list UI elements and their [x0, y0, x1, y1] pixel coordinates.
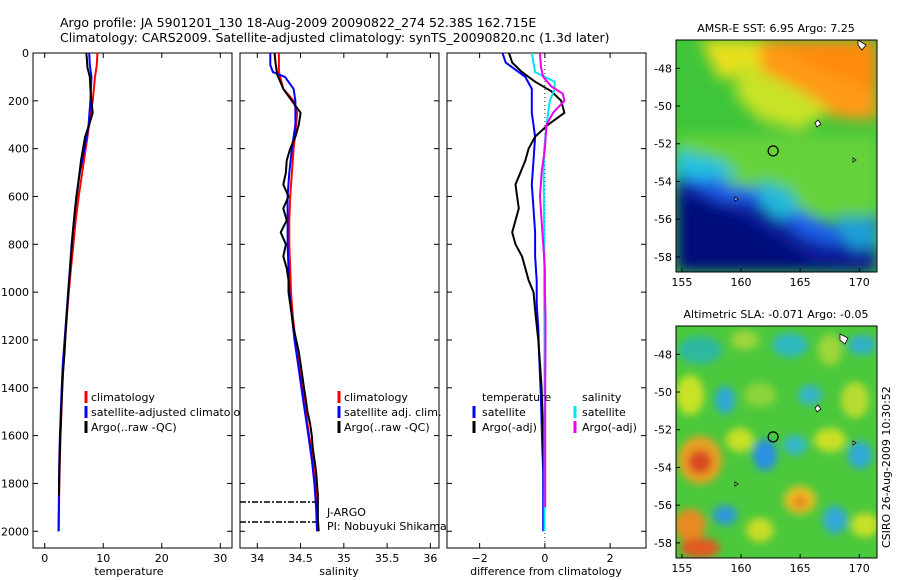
salinity-lines [269, 52, 320, 532]
y-tick-label-depth: 200 [8, 95, 29, 108]
salinity-panel: 34 34.5 35 35.5 36 salinity climatology sate… [239, 52, 447, 578]
salinity-ticks: 34 34.5 35 35.5 36 [240, 52, 439, 565]
difference-panel: −2 0 2 difference from climatology tempera… [446, 52, 647, 578]
header-line-2: Climatology: CARS2009. Satellite-adjuste… [60, 30, 610, 45]
map-y-tick-label: -58 [654, 537, 672, 550]
map-x-tick-label: 165 [790, 276, 811, 289]
y-tick-label-depth: 0 [22, 47, 29, 60]
y-tick-label-depth: 800 [8, 238, 29, 251]
legend-label-climatology: climatology [91, 391, 155, 404]
timestamp-stamp: CSIRO 26-Aug-2009 10:30:52 [880, 386, 893, 548]
x-tick-label-salinity: 35.5 [375, 552, 400, 565]
x-tick-label-difference: 0 [541, 552, 548, 565]
x-tick-label-difference: −2 [472, 552, 488, 565]
sst-map-panel: AMSR-E SST: 6.95 Argo: 7.25 155 1 [654, 22, 878, 289]
legend-label-argo: Argo(..raw -QC) [91, 421, 177, 434]
legend-heading-salinity: salinity [582, 391, 622, 404]
legend-label-salinity-satellite: satellite [582, 406, 626, 419]
map-y-tick-label: -54 [654, 461, 672, 474]
salinity-axes-frame [239, 52, 440, 549]
temperature-xlabel: temperature [94, 565, 163, 578]
legend-label-temperature-satellite: satellite [482, 406, 526, 419]
legend-label-climatology: climatology [344, 391, 408, 404]
legend-label-satellite: satellite adj. clim. [344, 406, 441, 419]
salinity-legend: climatology satellite adj. clim. Argo(..… [337, 391, 441, 434]
y-tick-label-depth: 1200 [1, 334, 29, 347]
series-line-salinity-1 [269, 53, 318, 532]
y-tick-label-depth: 400 [8, 143, 29, 156]
sla-map-frame [675, 325, 878, 559]
sst-map-ticks: 155 160 165 170 -48 -50 -52 -54 -56 -58 [654, 62, 870, 289]
map-y-tick-label: -52 [654, 424, 672, 437]
temperature-legend: climatology satellite-adjusted climatolo… [84, 391, 254, 434]
map-x-tick-label: 160 [731, 276, 752, 289]
header-line-1: Argo profile: JA 5901201_130 18-Aug-2009… [60, 15, 536, 30]
series-line-difference-1 [508, 52, 566, 496]
sst-map-title: AMSR-E SST: 6.95 Argo: 7.25 [697, 22, 855, 35]
x-tick-label-salinity: 35 [337, 552, 351, 565]
map-x-tick-label: 165 [790, 562, 811, 575]
series-line-difference-3 [539, 52, 566, 508]
annotation-j-argo: J-ARGO [326, 506, 366, 519]
legend-label-argo: Argo(..raw -QC) [344, 421, 430, 434]
map-y-tick-label: -48 [654, 348, 672, 361]
map-y-tick-label: -50 [654, 386, 672, 399]
x-tick-label-temperature: 20 [155, 552, 169, 565]
legend-label-salinity-argo: Argo(-adj) [582, 421, 637, 434]
legend-heading-temperature: temperature [482, 391, 551, 404]
map-y-tick-label: -48 [654, 62, 672, 75]
x-tick-label-temperature: 30 [213, 552, 227, 565]
difference-legend: temperature satellite Argo(-adj) salinit… [472, 391, 637, 434]
x-tick-label-temperature: 10 [96, 552, 110, 565]
map-y-tick-label: -56 [654, 213, 672, 226]
map-y-tick-label: -54 [654, 175, 672, 188]
y-tick-label-depth: 1800 [1, 477, 29, 490]
y-tick-label-depth: 1400 [1, 382, 29, 395]
temperature-ticks: 0 10 20 30 0 200 400 600 800 1000 1200 1400 1600 1800… [1, 47, 232, 565]
y-tick-label-depth: 600 [8, 190, 29, 203]
float-annotations: J-ARGO PI: Nobuyuki Shikama [240, 501, 447, 533]
sst-map-frame [675, 39, 878, 273]
difference-lines [501, 52, 566, 532]
y-tick-label-depth: 2000 [1, 525, 29, 538]
temperature-lines [57, 52, 99, 532]
x-tick-label-salinity: 34 [250, 552, 264, 565]
map-y-tick-label: -58 [654, 251, 672, 264]
legend-label-satellite: satellite-adjusted climatology [91, 406, 254, 419]
x-tick-label-difference: 2 [607, 552, 614, 565]
y-tick-label-depth: 1600 [1, 430, 29, 443]
temperature-axes-frame [32, 52, 233, 549]
map-x-tick-label: 160 [731, 562, 752, 575]
series-line-difference-0 [501, 52, 545, 532]
sst-argo-location-marker [767, 145, 779, 157]
sla-map-field [676, 326, 877, 558]
sla-argo-location-marker [767, 431, 779, 443]
series-line-temperature-2 [58, 52, 94, 496]
map-y-tick-label: -50 [654, 100, 672, 113]
map-y-tick-label: -56 [654, 499, 672, 512]
temperature-panel: 0 10 20 30 0 200 400 600 800 1000 1200 1400 1600 1800… [1, 47, 254, 578]
map-y-tick-label: -52 [654, 138, 672, 151]
difference-xlabel: difference from climatology [470, 565, 622, 578]
legend-label-temperature-argo: Argo(-adj) [482, 421, 537, 434]
sla-map-title: Altimetric SLA: -0.071 Argo: -0.05 [684, 308, 869, 321]
x-tick-label-salinity: 34.5 [288, 552, 313, 565]
difference-ticks: −2 0 2 [447, 52, 646, 565]
map-x-tick-label: 155 [671, 276, 692, 289]
x-tick-label-salinity: 36 [423, 552, 437, 565]
map-x-tick-label: 170 [849, 562, 870, 575]
sst-map-field [676, 40, 877, 272]
sla-map-panel: Altimetric SLA: -0.071 Argo: -0.05 [654, 308, 878, 575]
y-tick-label-depth: 1000 [1, 286, 29, 299]
map-x-tick-label: 155 [671, 562, 692, 575]
annotation-pi: PI: Nobuyuki Shikama [327, 520, 447, 533]
series-line-salinity-2 [273, 52, 320, 532]
map-x-tick-label: 170 [849, 276, 870, 289]
x-tick-label-temperature: 0 [41, 552, 48, 565]
sla-map-ticks: 155 160 165 170 -48 -50 -52 -54 -56 -58 [654, 348, 870, 575]
salinity-xlabel: salinity [319, 565, 359, 578]
